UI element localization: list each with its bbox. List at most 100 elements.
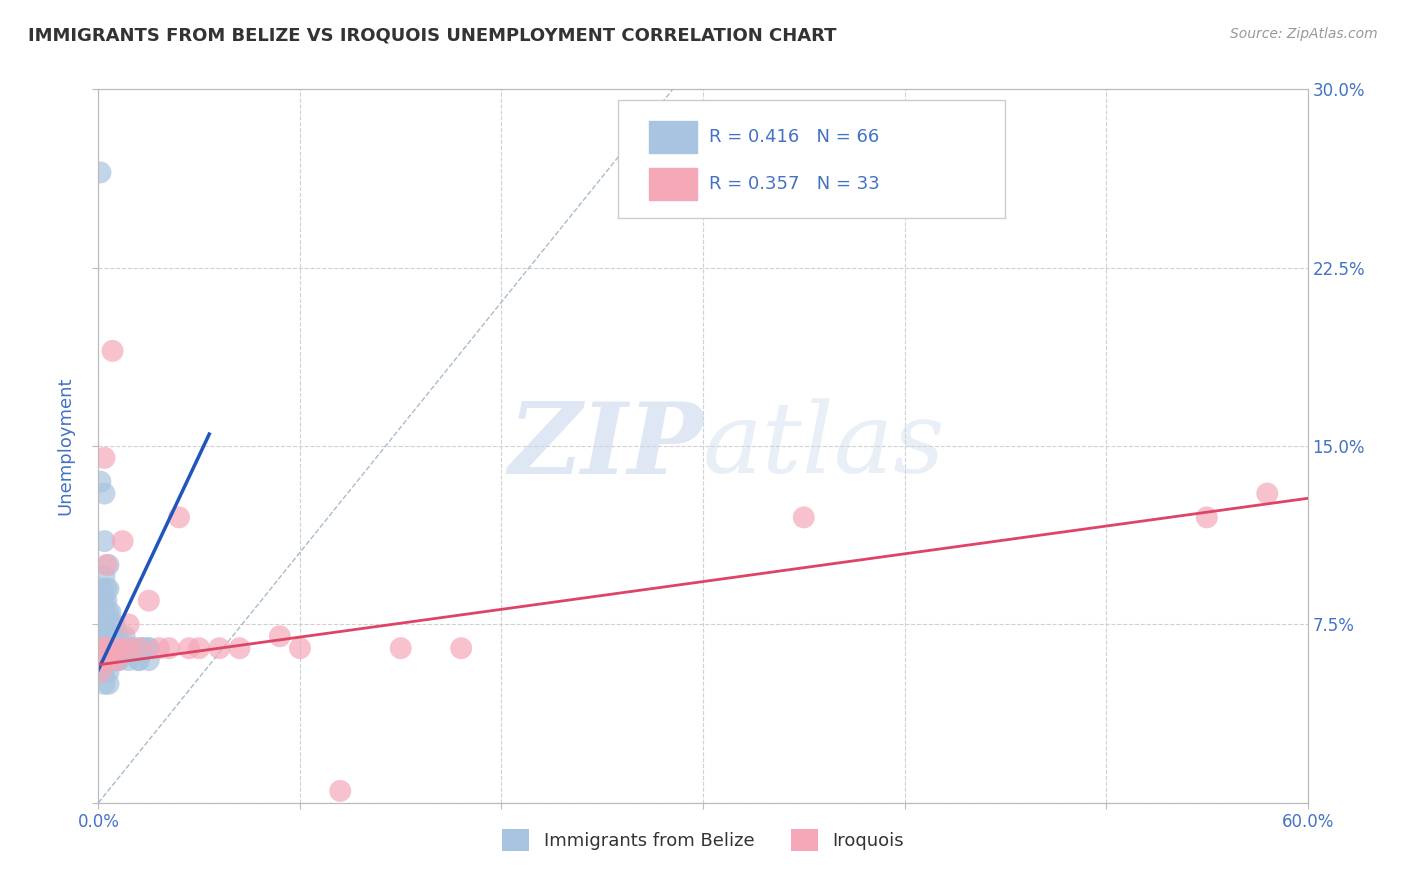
- Point: [100, 606, 122, 620]
- Point: [118, 641, 141, 656]
- Point: [91, 582, 114, 596]
- Point: [91, 617, 114, 632]
- Point: [93, 534, 115, 549]
- Point: [103, 641, 125, 656]
- Point: [93, 450, 115, 465]
- Point: [128, 653, 150, 667]
- Point: [179, 641, 201, 656]
- Text: R = 0.416   N = 66: R = 0.416 N = 66: [709, 128, 879, 146]
- Point: [105, 653, 128, 667]
- Point: [103, 617, 125, 632]
- Point: [93, 641, 115, 656]
- Point: [96, 582, 118, 596]
- Point: [111, 641, 134, 656]
- FancyBboxPatch shape: [619, 100, 1005, 218]
- Point: [97, 677, 120, 691]
- Point: [91, 653, 114, 667]
- FancyBboxPatch shape: [648, 121, 697, 153]
- Point: [101, 343, 124, 358]
- Point: [96, 629, 118, 643]
- Point: [1256, 486, 1278, 500]
- Point: [208, 641, 231, 656]
- Point: [128, 641, 150, 656]
- Point: [450, 641, 472, 656]
- Text: ZIP: ZIP: [508, 398, 703, 494]
- Point: [103, 641, 125, 656]
- Point: [96, 558, 118, 572]
- Text: Source: ZipAtlas.com: Source: ZipAtlas.com: [1230, 27, 1378, 41]
- Point: [107, 641, 129, 656]
- Point: [118, 653, 141, 667]
- Point: [93, 677, 115, 691]
- Point: [167, 510, 190, 524]
- Point: [89, 665, 111, 679]
- Point: [120, 641, 142, 656]
- Point: [97, 558, 120, 572]
- Point: [91, 641, 114, 656]
- FancyBboxPatch shape: [648, 168, 697, 200]
- Point: [118, 641, 141, 656]
- Point: [100, 617, 122, 632]
- Point: [93, 486, 115, 500]
- Point: [228, 641, 250, 656]
- Point: [101, 629, 124, 643]
- Point: [124, 641, 146, 656]
- Point: [97, 653, 120, 667]
- Point: [111, 641, 134, 656]
- Point: [110, 641, 132, 656]
- Point: [132, 641, 155, 656]
- Point: [93, 606, 115, 620]
- Point: [89, 475, 111, 489]
- Point: [91, 629, 114, 643]
- Point: [132, 641, 155, 656]
- Point: [89, 593, 111, 607]
- Point: [97, 665, 120, 679]
- Point: [114, 629, 136, 643]
- Point: [93, 593, 115, 607]
- Point: [107, 629, 129, 643]
- Point: [96, 641, 118, 656]
- Point: [329, 784, 352, 798]
- Point: [97, 641, 120, 656]
- Point: [105, 629, 128, 643]
- Point: [100, 641, 122, 656]
- Point: [1195, 510, 1218, 524]
- Point: [107, 653, 129, 667]
- Point: [93, 617, 115, 632]
- Point: [96, 653, 118, 667]
- Point: [105, 653, 128, 667]
- Point: [93, 641, 115, 656]
- Point: [91, 593, 114, 607]
- Point: [269, 629, 291, 643]
- Point: [107, 641, 129, 656]
- Point: [96, 629, 118, 643]
- Point: [128, 653, 150, 667]
- Point: [97, 606, 120, 620]
- Point: [793, 510, 815, 524]
- Point: [389, 641, 412, 656]
- Point: [101, 641, 124, 656]
- Point: [107, 653, 129, 667]
- Text: R = 0.357   N = 33: R = 0.357 N = 33: [709, 175, 880, 193]
- Point: [115, 641, 138, 656]
- Point: [148, 641, 170, 656]
- Point: [107, 641, 129, 656]
- Point: [288, 641, 311, 656]
- Point: [93, 665, 115, 679]
- Point: [157, 641, 180, 656]
- Point: [138, 641, 160, 656]
- Point: [97, 629, 120, 643]
- Point: [138, 641, 160, 656]
- Point: [96, 593, 118, 607]
- Point: [89, 653, 111, 667]
- Point: [100, 653, 122, 667]
- Point: [188, 641, 211, 656]
- Point: [114, 641, 136, 656]
- Point: [93, 653, 115, 667]
- Point: [97, 582, 120, 596]
- Text: IMMIGRANTS FROM BELIZE VS IROQUOIS UNEMPLOYMENT CORRELATION CHART: IMMIGRANTS FROM BELIZE VS IROQUOIS UNEMP…: [28, 27, 837, 45]
- Point: [97, 641, 120, 656]
- Point: [118, 641, 141, 656]
- Point: [91, 665, 114, 679]
- Point: [120, 641, 142, 656]
